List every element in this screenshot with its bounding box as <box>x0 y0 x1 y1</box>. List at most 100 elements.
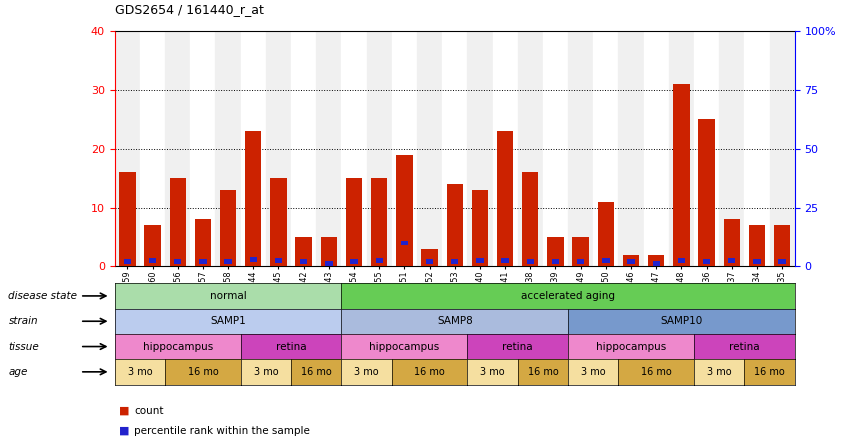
Bar <box>417 31 442 266</box>
Bar <box>224 259 232 264</box>
Bar <box>522 172 539 266</box>
Text: 3 mo: 3 mo <box>707 367 732 377</box>
Bar <box>518 31 543 266</box>
Bar <box>527 259 534 264</box>
Text: SAMP8: SAMP8 <box>437 316 473 326</box>
Bar <box>266 31 291 266</box>
Bar <box>270 178 286 266</box>
Bar <box>602 258 609 263</box>
Text: ■: ■ <box>119 426 129 436</box>
Bar <box>220 190 236 266</box>
Text: retina: retina <box>502 341 533 352</box>
Text: GDS2654 / 161440_r_at: GDS2654 / 161440_r_at <box>115 3 264 16</box>
Bar <box>573 237 589 266</box>
Bar <box>275 258 282 263</box>
Bar <box>245 131 262 266</box>
Bar <box>216 31 241 266</box>
Bar <box>316 31 342 266</box>
Text: percentile rank within the sample: percentile rank within the sample <box>134 426 310 436</box>
Bar <box>753 259 761 264</box>
Bar <box>376 258 382 263</box>
Bar <box>115 31 140 266</box>
Bar <box>779 259 786 264</box>
Bar <box>291 31 316 266</box>
Text: hippocampus: hippocampus <box>369 341 439 352</box>
Bar <box>199 259 207 264</box>
Bar <box>296 237 312 266</box>
Bar <box>250 257 257 262</box>
Text: 3 mo: 3 mo <box>581 367 605 377</box>
Bar <box>392 31 417 266</box>
Bar <box>472 190 488 266</box>
Bar <box>165 31 190 266</box>
Bar <box>371 178 388 266</box>
Bar <box>619 31 643 266</box>
Bar <box>119 172 135 266</box>
Text: 3 mo: 3 mo <box>128 367 152 377</box>
Bar <box>426 259 434 264</box>
Text: normal: normal <box>210 291 246 301</box>
Bar <box>552 259 559 264</box>
Bar <box>190 31 216 266</box>
Bar <box>468 31 492 266</box>
Bar <box>728 258 735 263</box>
Text: 16 mo: 16 mo <box>188 367 218 377</box>
Bar <box>149 258 156 263</box>
Text: age: age <box>8 367 28 377</box>
Bar <box>326 261 332 266</box>
Text: disease state: disease state <box>8 291 77 301</box>
Text: strain: strain <box>8 316 38 326</box>
Text: retina: retina <box>729 341 760 352</box>
Bar <box>769 31 795 266</box>
Bar <box>774 225 790 266</box>
Text: retina: retina <box>275 341 306 352</box>
Text: hippocampus: hippocampus <box>143 341 212 352</box>
Bar <box>694 31 719 266</box>
Bar <box>195 219 211 266</box>
Bar <box>577 259 584 264</box>
Bar <box>140 31 165 266</box>
Bar <box>241 31 266 266</box>
Bar <box>451 259 458 264</box>
Bar <box>497 131 513 266</box>
Bar <box>627 259 635 264</box>
Bar <box>723 219 740 266</box>
Text: count: count <box>134 406 164 416</box>
Bar <box>446 184 463 266</box>
Bar <box>422 249 438 266</box>
Bar <box>593 31 619 266</box>
Bar <box>598 202 614 266</box>
Bar <box>699 119 715 266</box>
Text: 16 mo: 16 mo <box>528 367 558 377</box>
Text: 16 mo: 16 mo <box>414 367 445 377</box>
Text: 16 mo: 16 mo <box>754 367 785 377</box>
Bar <box>745 31 769 266</box>
Bar <box>169 178 186 266</box>
Bar <box>719 31 745 266</box>
Text: accelerated aging: accelerated aging <box>521 291 615 301</box>
Text: 16 mo: 16 mo <box>301 367 332 377</box>
Bar <box>400 241 408 245</box>
Bar <box>623 255 639 266</box>
Bar <box>703 259 711 264</box>
Bar <box>476 258 484 263</box>
Bar <box>366 31 392 266</box>
Bar <box>174 259 181 264</box>
Bar <box>568 31 593 266</box>
Text: 16 mo: 16 mo <box>641 367 672 377</box>
Bar <box>502 258 509 263</box>
Bar <box>396 155 412 266</box>
Text: ■: ■ <box>119 406 129 416</box>
Bar <box>543 31 568 266</box>
Bar <box>320 237 337 266</box>
Bar <box>300 259 308 264</box>
Text: 3 mo: 3 mo <box>354 367 379 377</box>
Bar <box>442 31 468 266</box>
Text: 3 mo: 3 mo <box>480 367 505 377</box>
Bar <box>648 255 665 266</box>
Bar <box>653 261 660 266</box>
Bar <box>492 31 518 266</box>
Text: SAMP10: SAMP10 <box>660 316 703 326</box>
Text: tissue: tissue <box>8 341 39 352</box>
Text: SAMP1: SAMP1 <box>210 316 246 326</box>
